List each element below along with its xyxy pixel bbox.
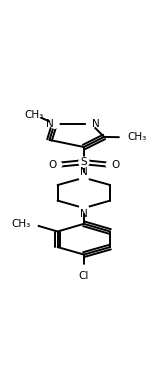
Text: CH₃: CH₃ <box>11 219 30 229</box>
Circle shape <box>50 119 59 128</box>
Circle shape <box>79 157 89 167</box>
Text: O: O <box>48 160 57 170</box>
Text: O: O <box>111 160 119 170</box>
Circle shape <box>86 119 95 128</box>
Text: N: N <box>80 209 88 219</box>
Text: N: N <box>80 167 88 177</box>
Text: CH₃: CH₃ <box>127 132 147 142</box>
Circle shape <box>79 173 88 182</box>
Text: S: S <box>81 157 87 167</box>
Text: Cl: Cl <box>79 271 89 281</box>
Circle shape <box>28 109 40 121</box>
Circle shape <box>54 161 62 169</box>
Circle shape <box>120 131 132 143</box>
Text: N: N <box>92 119 100 129</box>
Circle shape <box>25 218 37 230</box>
Circle shape <box>79 265 89 275</box>
Text: CH₃: CH₃ <box>25 110 44 120</box>
Circle shape <box>79 204 88 213</box>
Text: N: N <box>46 119 54 129</box>
Circle shape <box>106 161 114 169</box>
